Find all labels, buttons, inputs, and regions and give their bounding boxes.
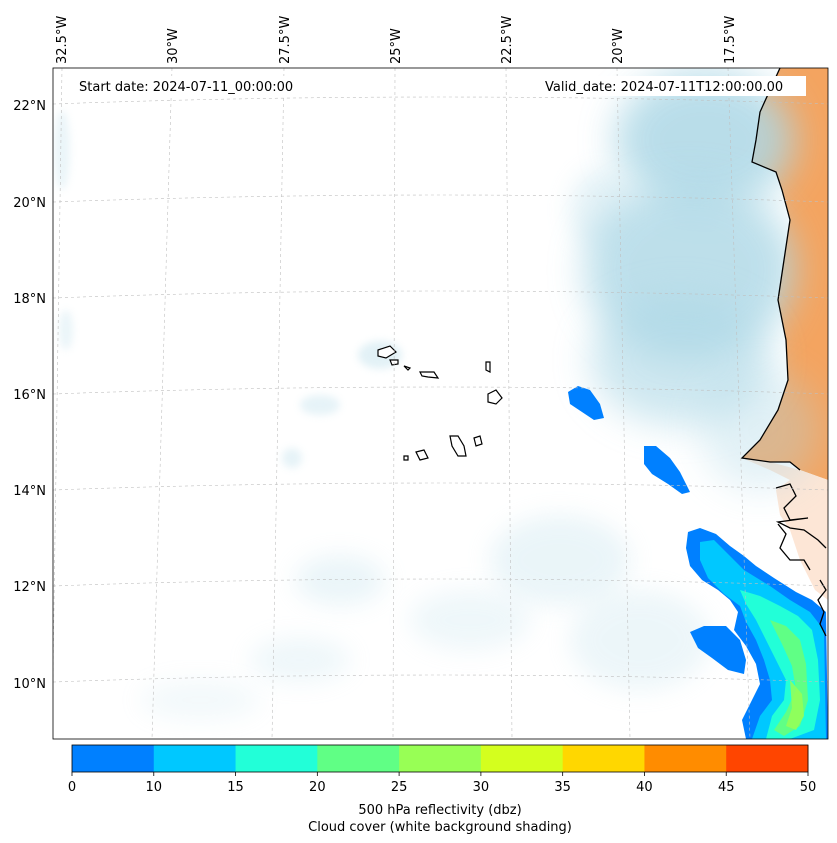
parallel-20n: [53, 194, 828, 203]
colorbar-frame: [71, 744, 809, 773]
parallel-22n: [53, 96, 828, 105]
lon-label-27-5w: 27.5°W: [278, 16, 293, 64]
cloud-patch-12: [140, 680, 260, 720]
colorbar-swatch-30-35: [480, 745, 564, 772]
lat-label-12n: 12°N: [13, 580, 46, 595]
lat-label-22n: 22°N: [13, 99, 46, 114]
colorbar-swatch-10-15: [153, 745, 237, 772]
colorbar-tick-label: 0: [68, 780, 76, 795]
cloud-patch-1: [570, 170, 630, 250]
colorbar-label-reflectivity: 500 hPa reflectivity (dbz): [358, 803, 521, 818]
colorbar-tick-label: 40: [636, 780, 653, 795]
cloud-patch-4: [295, 555, 385, 605]
reflectivity-band-25: [786, 680, 804, 730]
parallel-18n: [53, 290, 828, 299]
cloud-patch-9: [282, 448, 302, 468]
lon-label-17-5w: 17.5°W: [723, 16, 738, 64]
colorbar-swatches: [72, 745, 809, 772]
reflectivity-blob-2: [644, 446, 690, 494]
colorbar-swatch-40-45: [644, 745, 727, 772]
coastline-africa-north: [740, 68, 801, 471]
colorbar-tick-label: 10: [146, 780, 163, 795]
colorbar-tick-label: 25: [391, 780, 408, 795]
island-santo-antao: [377, 345, 397, 359]
colorbar-tick-label: 15: [227, 780, 244, 795]
meridian-30w: [151, 68, 173, 739]
island-fogo: [415, 449, 429, 461]
reflectivity-contours: [568, 386, 828, 739]
lat-label-16n: 16°N: [13, 388, 46, 403]
meridian-25w: [392, 68, 396, 739]
parallel-16n: [53, 386, 828, 395]
island-brava: [403, 455, 409, 461]
meridian-17-5w: [727, 68, 751, 739]
colorbar-swatch-15-20: [235, 745, 318, 772]
lat-label-18n: 18°N: [13, 292, 46, 307]
meridian-32-5w: [53, 68, 63, 693]
reflectivity-blob-1: [568, 386, 604, 420]
colorbar-swatch-0-10: [72, 745, 155, 772]
colorbar-ticks: 0 10 15 20 25 30 35 40 45 50: [68, 772, 816, 795]
colorbar-tick-label: 45: [718, 780, 735, 795]
parallel-12n: [53, 578, 828, 587]
lat-label-20n: 20°N: [13, 196, 46, 211]
longitude-labels: 32.5°W 30°W 27.5°W 25°W 22.5°W 20°W 17.5…: [55, 16, 738, 64]
start-date-box: [72, 76, 314, 96]
parallel-10n: [53, 674, 828, 683]
island-sao-nicolau: [419, 371, 440, 379]
map-frame: [52, 67, 829, 740]
colorbar-tick-label: 20: [309, 780, 326, 795]
island-maio: [473, 435, 483, 447]
lat-label-10n: 10°N: [13, 677, 46, 692]
map-panel: Start date: 2024-07-11_00:00:00 Valid_da…: [53, 68, 828, 739]
cloud-mass-north: [615, 70, 795, 210]
lon-label-25w: 25°W: [389, 28, 404, 64]
colorbar-swatch-20-25: [317, 745, 400, 772]
coastline-africa-south: [775, 483, 827, 637]
valid-date-box: [540, 76, 806, 96]
colorbar-tick-label: 30: [473, 780, 490, 795]
cloud-patch-10: [54, 110, 70, 190]
valid-date-label: Valid_date: 2024-07-11T12:00:00.00: [545, 80, 783, 95]
island-santa-luzia: [403, 365, 412, 371]
lon-label-32-5w: 32.5°W: [55, 16, 70, 64]
colorbar-tick-label: 50: [800, 780, 817, 795]
meridian-22-5w: [505, 68, 513, 739]
cloud-patch-5: [250, 638, 350, 682]
cloud-patch-2: [490, 515, 630, 605]
cloud-patch-8: [300, 395, 340, 415]
colorbar-swatch-25-30: [399, 745, 482, 772]
meridian-27-5w: [271, 68, 285, 739]
cloud-band-coast: [700, 370, 820, 490]
colorbar: 0 10 15 20 25 30 35 40 45 50 500 hPa reflectivity…: [68, 744, 816, 835]
coastlines: [740, 68, 827, 637]
colorbar-swatch-35-40: [562, 745, 645, 772]
cape-verde-islands: [377, 345, 503, 461]
cloud-patch-3: [570, 590, 710, 690]
reflectivity-blob-3: [690, 626, 746, 674]
graticule: [53, 68, 828, 739]
lon-label-20w: 20°W: [611, 28, 626, 64]
island-sal: [485, 361, 491, 373]
meridian-20w: [616, 68, 631, 739]
lon-label-22-5w: 22.5°W: [500, 16, 515, 64]
parallel-14n: [53, 482, 828, 491]
colorbar-tick-label: 35: [554, 780, 571, 795]
cloud-patch-11: [59, 310, 73, 350]
colorbar-swatch-45-50: [726, 745, 809, 772]
island-boa-vista: [487, 389, 503, 405]
start-date-label: Start date: 2024-07-11_00:00:00: [79, 80, 293, 95]
latitude-labels: 22°N 20°N 18°N 16°N 14°N 12°N 10°N: [13, 99, 46, 692]
island-santiago: [449, 435, 467, 457]
lon-label-30w: 30°W: [166, 28, 181, 64]
coastline-guinea: [777, 523, 811, 571]
colorbar-label-cloud-cover: Cloud cover (white background shading): [308, 820, 572, 835]
cloud-patch-6: [410, 590, 530, 650]
lat-label-14n: 14°N: [13, 484, 46, 499]
